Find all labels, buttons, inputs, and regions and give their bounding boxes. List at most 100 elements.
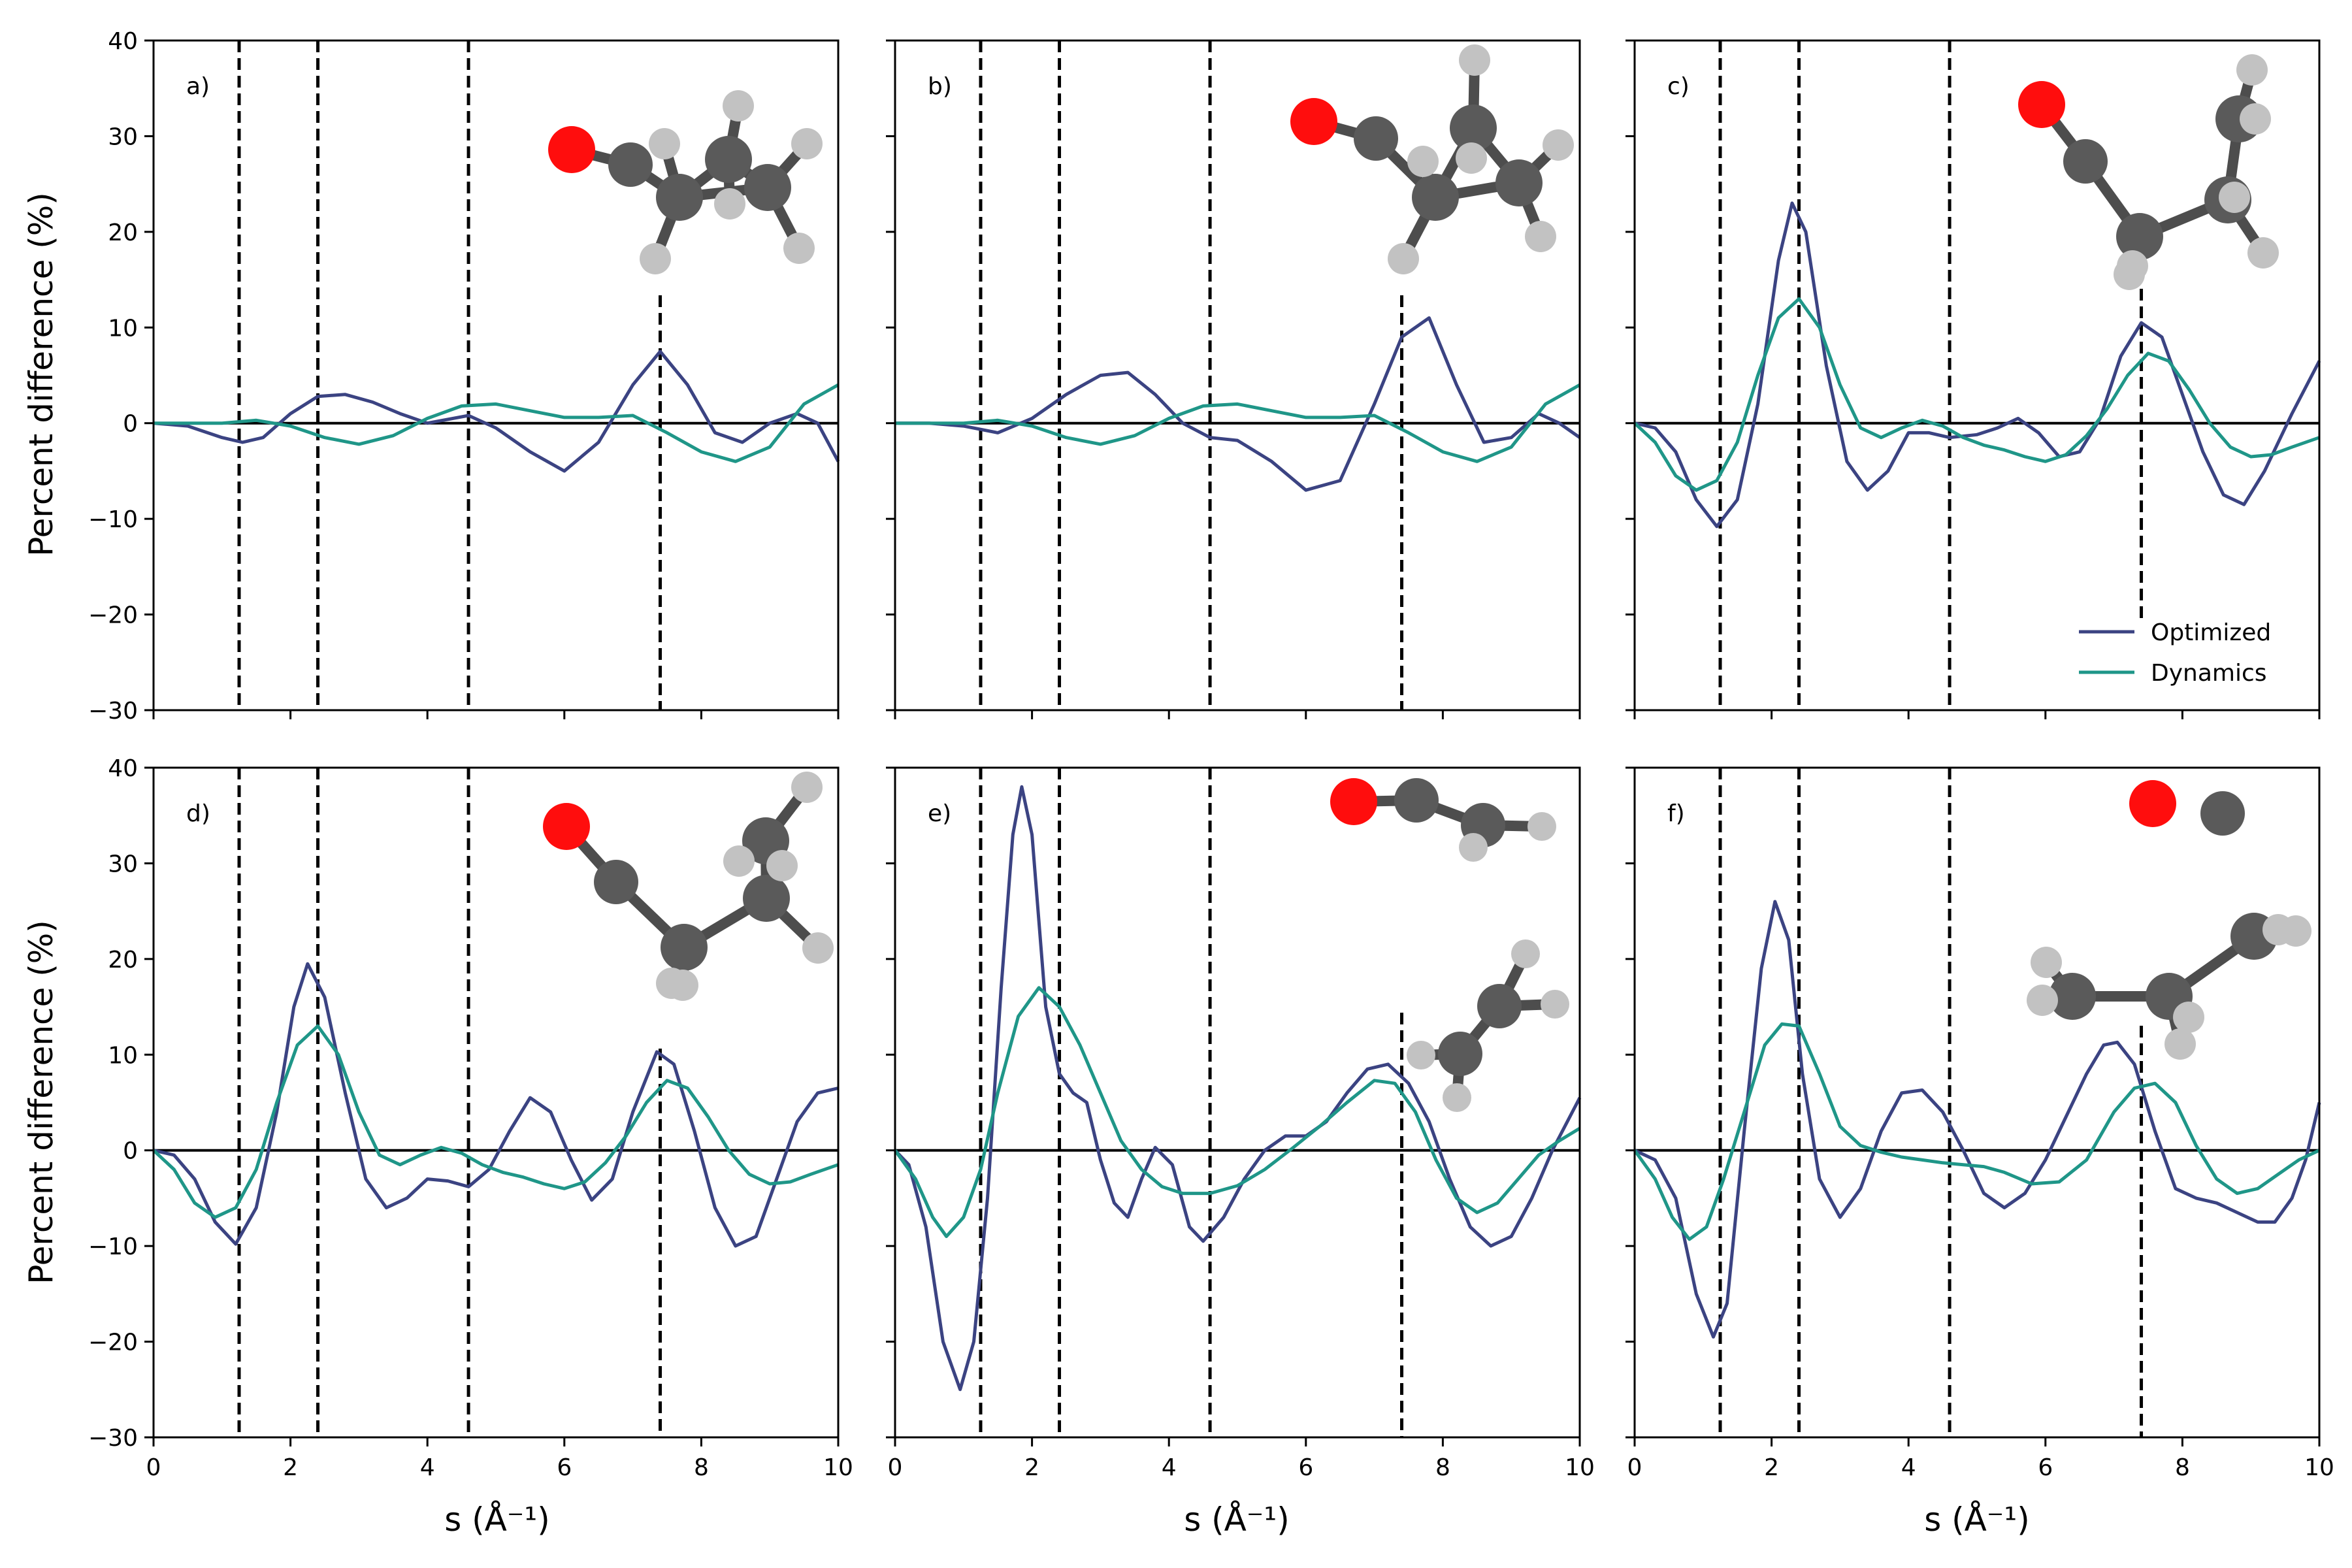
legend-label: Optimized [2151, 619, 2271, 646]
hydrogen-atom [1407, 1041, 1435, 1070]
panel-b: b) [886, 39, 1581, 719]
y-tick-label: −10 [88, 1233, 138, 1260]
carbon-atom [2200, 791, 2245, 836]
carbon-atom [743, 875, 790, 922]
legend-label: Dynamics [2151, 660, 2267, 687]
molecule-icon [1330, 778, 1569, 1112]
carbon-atom [1477, 984, 1522, 1028]
oxygen-atom [2129, 780, 2176, 827]
oxygen-atom [2018, 81, 2065, 128]
hydrogen-atom [791, 772, 823, 803]
series-line-dynamics [154, 383, 840, 463]
hydrogen-atom [2247, 237, 2279, 269]
hydrogen-atom [2114, 259, 2145, 290]
hydrogen-atom [2280, 915, 2311, 947]
x-tick-label: 0 [888, 1454, 903, 1481]
y-tick-label: −20 [88, 1330, 138, 1356]
plot-frame [152, 39, 840, 711]
ylabel-top: Percent difference (%) [22, 192, 60, 556]
hydrogen-atom [2164, 1028, 2196, 1060]
series-line-dynamics [893, 986, 1581, 1238]
panel-label: b) [928, 73, 952, 100]
hydrogen-atom [2219, 182, 2250, 213]
hydrogen-atom [802, 932, 834, 964]
x-tick-label: 4 [1901, 1454, 1916, 1481]
carbon-atom [744, 164, 791, 211]
panel-e: e) 0 2 4 6 8 10 [886, 766, 1595, 1481]
xlabel-right: s (Å⁻¹) [1924, 1501, 2030, 1539]
molecule-icon [543, 772, 834, 1001]
plot-frame [894, 39, 1581, 711]
hydrogen-atom [783, 233, 815, 264]
carbon-atom [1450, 105, 1497, 152]
y-tick-label: 30 [108, 851, 138, 877]
x-tick-label: 8 [1435, 1454, 1450, 1481]
y-tick-label: −10 [88, 506, 138, 533]
panel-c: c) Optimized Dynamics [1625, 39, 2321, 719]
x-tick-label: 8 [694, 1454, 709, 1481]
molecule-icon [548, 90, 823, 274]
hydrogen-atom [2240, 103, 2271, 135]
carbon-atom [608, 142, 653, 187]
hydrogen-atom [2031, 947, 2062, 978]
series-line-optimized [895, 316, 1581, 492]
panel-a: a) −30 −20 −10 0 10 20 30 40 [88, 28, 840, 725]
y-tick-label: 30 [108, 123, 138, 150]
carbon-atom [1354, 116, 1398, 161]
y-tick-label: −20 [88, 602, 138, 629]
panel-f: f) 0 2 4 6 8 10 [1625, 766, 2334, 1481]
series-line-optimized [153, 350, 840, 473]
hydrogen-atom [1525, 221, 1556, 252]
x-tick-label: 4 [420, 1454, 435, 1481]
legend: Optimized Dynamics [2079, 619, 2271, 687]
hydrogen-atom [2236, 54, 2268, 86]
hydrogen-atom [1459, 44, 1490, 76]
panel-label: f) [1667, 800, 1685, 827]
hydrogen-atom [1456, 142, 1487, 174]
carbon-atom [1412, 174, 1459, 221]
series-line-dynamics [895, 383, 1581, 463]
hydrogen-atom [1541, 990, 1569, 1019]
panel-label: d) [186, 800, 210, 827]
carbon-atom [661, 924, 708, 971]
x-tick-label: 8 [2175, 1454, 2190, 1481]
hydrogen-atom [2173, 1002, 2204, 1033]
x-tick-label: 2 [1024, 1454, 1039, 1481]
carbon-atom [705, 136, 752, 183]
hydrogen-atom [723, 845, 755, 877]
x-tick-label: 10 [2304, 1454, 2334, 1481]
plot-frame [1633, 39, 2321, 711]
panel-d: d) 0 2 4 6 8 10 −30 −20 −10 0 10 20 30 40 [88, 755, 853, 1481]
hydrogen-atom [714, 188, 745, 220]
hydrogen-atom [791, 128, 823, 159]
plot-frame [152, 766, 840, 1439]
oxygen-atom [1330, 778, 1377, 825]
y-tick-label: 0 [123, 411, 138, 438]
oxygen-atom [543, 803, 590, 850]
x-tick-label: 6 [557, 1454, 572, 1481]
y-tick-label: 20 [108, 220, 138, 246]
molecule-icon [2018, 54, 2279, 290]
xlabel-left: s (Å⁻¹) [444, 1501, 550, 1539]
x-tick-label: 10 [1565, 1454, 1595, 1481]
series-line-dynamics [152, 1024, 839, 1219]
hydrogen-atom [2027, 985, 2058, 1016]
carbon-atom [2116, 213, 2163, 260]
xlabel-middle: s (Å⁻¹) [1184, 1501, 1290, 1539]
series-line-optimized [894, 785, 1582, 1392]
hydrogen-atom [667, 970, 698, 1001]
hydrogen-atom [1527, 812, 1556, 841]
plot-frame [1633, 766, 2321, 1439]
hydrogen-atom [1443, 1083, 1471, 1112]
carbon-atom [656, 174, 703, 221]
panel-label: e) [928, 800, 951, 827]
oxygen-atom [548, 126, 595, 173]
panel-label: a) [186, 73, 210, 100]
y-tick-label: 20 [108, 947, 138, 973]
hydrogen-atom [723, 90, 754, 122]
x-tick-label: 6 [1298, 1454, 1313, 1481]
y-tick-label: 10 [108, 1042, 138, 1069]
y-tick-label: 0 [123, 1138, 138, 1165]
hydrogen-atom [1459, 833, 1488, 862]
molecule-icon [2027, 780, 2311, 1060]
